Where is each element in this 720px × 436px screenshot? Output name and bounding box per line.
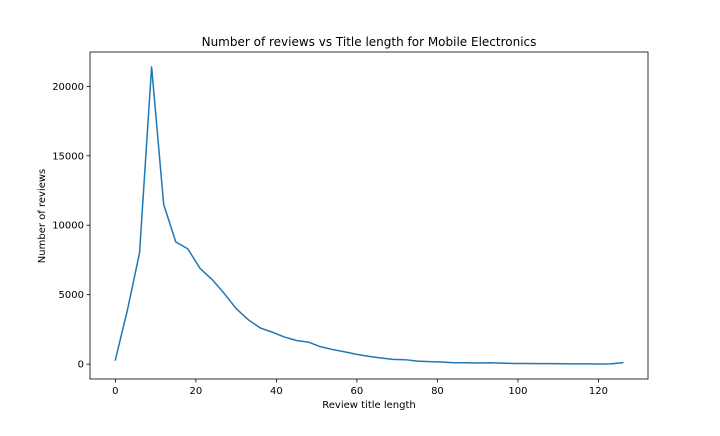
plot-area <box>89 51 649 380</box>
plot-frame <box>89 51 649 380</box>
x-tick-label: 60 <box>351 386 364 397</box>
y-tick-label: 20000 <box>52 82 84 93</box>
y-tick-label: 0 <box>78 360 84 371</box>
series-line-0 <box>114 66 624 365</box>
y-tick-label: 15000 <box>52 151 84 162</box>
x-axis-ticks: 0 20 40 60 80 100 120 <box>112 379 608 397</box>
x-tick-label: 80 <box>431 386 444 397</box>
y-axis-ticks: 0 5000 10000 15000 20000 <box>52 82 90 371</box>
x-tick-label: 0 <box>112 386 118 397</box>
y-tick-label: 10000 <box>52 221 84 232</box>
chart-title: Number of reviews vs Title length for Mo… <box>202 35 537 49</box>
x-axis-label: Review title length <box>322 400 415 411</box>
y-tick-label: 5000 <box>59 290 84 301</box>
x-tick-label: 100 <box>508 386 527 397</box>
y-axis-label: Number of reviews <box>37 169 48 263</box>
x-tick-label: 120 <box>589 386 608 397</box>
x-tick-label: 20 <box>190 386 203 397</box>
x-tick-label: 40 <box>270 386 283 397</box>
